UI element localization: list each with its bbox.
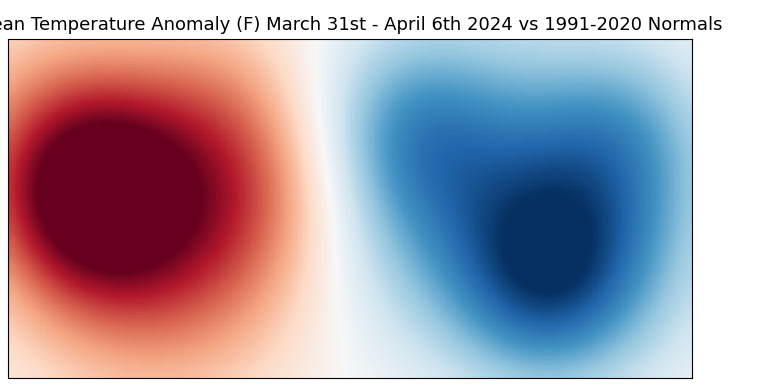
Title: Mean Temperature Anomaly (F) March 31st - April 6th 2024 vs 1991-2020 Normals: Mean Temperature Anomaly (F) March 31st … xyxy=(0,16,723,34)
